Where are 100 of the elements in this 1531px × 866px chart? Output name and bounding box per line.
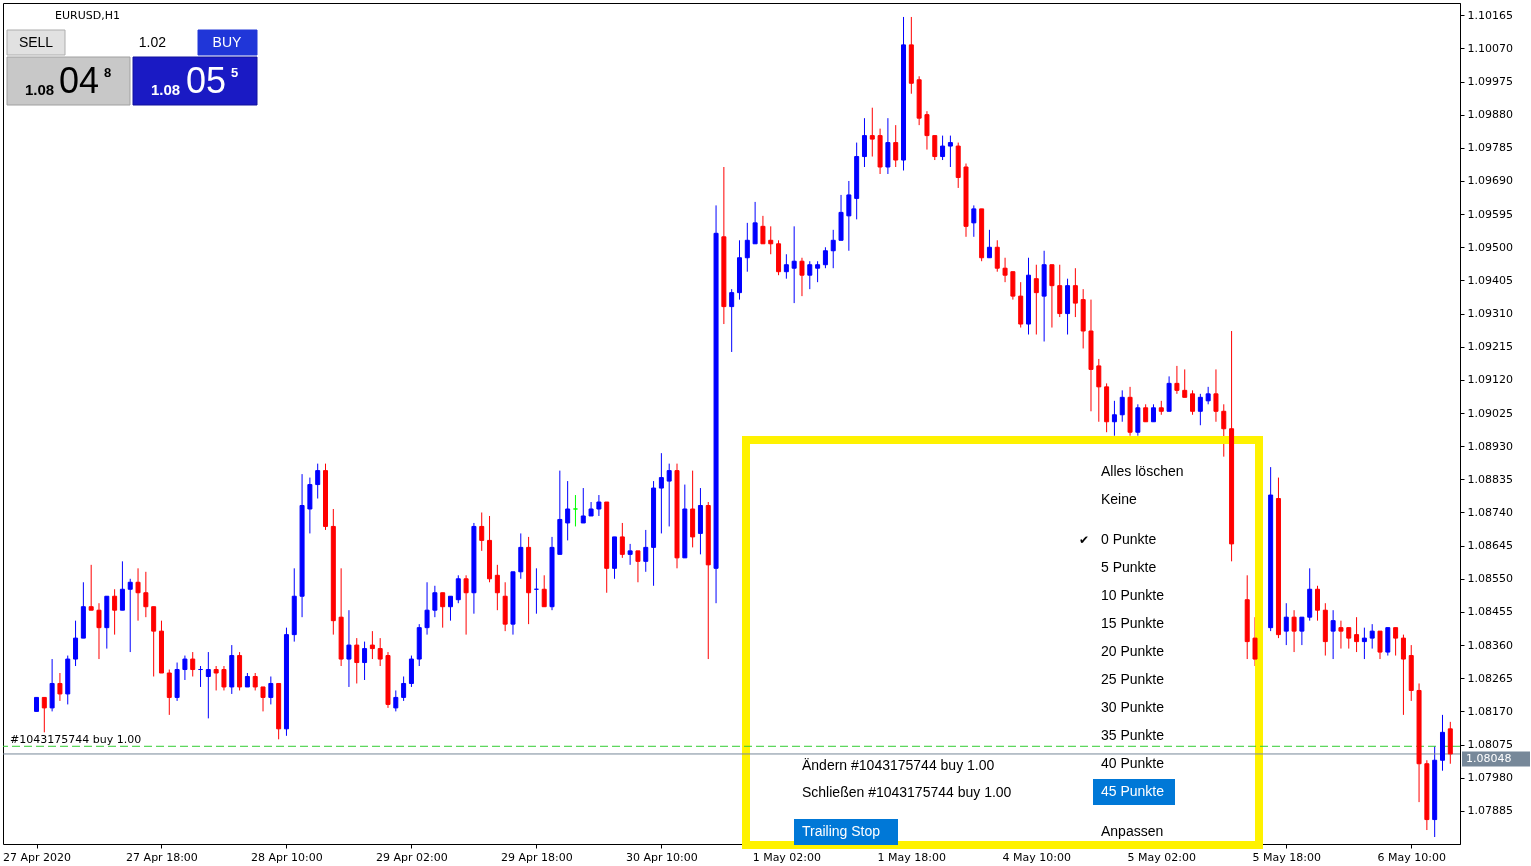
candlestick xyxy=(1361,627,1367,660)
candlestick xyxy=(1299,616,1305,646)
candlestick xyxy=(1377,630,1383,660)
candlestick xyxy=(1346,627,1352,650)
candlestick xyxy=(346,609,352,688)
annotation: Alles löschen xyxy=(1101,463,1184,479)
annotation: 15 Punkte xyxy=(1101,615,1165,631)
annotation: 40 Punkte xyxy=(1101,755,1165,771)
candlestick xyxy=(135,567,141,622)
y-tick-label: 1.09405 xyxy=(1467,273,1513,287)
candlestick xyxy=(190,651,196,677)
candlestick xyxy=(822,246,828,269)
candlestick xyxy=(541,574,547,608)
candlestick xyxy=(893,124,899,168)
candlestick xyxy=(213,665,219,691)
annotation: 1.08 xyxy=(151,81,181,98)
x-tick-label: 28 Apr 10:00 xyxy=(251,850,323,864)
candlestick xyxy=(377,637,383,667)
annotation: SELL xyxy=(18,34,54,50)
candlestick xyxy=(1315,585,1321,622)
candlestick xyxy=(861,117,867,168)
candlestick xyxy=(791,225,797,304)
annotation: Trailing Stop xyxy=(802,823,881,839)
annotation: ✔ xyxy=(1078,533,1090,547)
annotation: 35 Punkte xyxy=(1101,727,1165,743)
y-tick-label: 1.09975 xyxy=(1467,75,1513,89)
candlestick xyxy=(744,222,750,273)
candlestick xyxy=(1330,609,1336,660)
annotation: 04 xyxy=(59,60,100,101)
x-tick-label: 29 Apr 18:00 xyxy=(501,850,573,864)
y-tick-label: 1.09785 xyxy=(1467,141,1513,155)
candlestick xyxy=(1252,616,1258,667)
candlestick xyxy=(1072,267,1078,318)
x-tick-label: 6 May 10:00 xyxy=(1377,850,1446,864)
candlestick xyxy=(1190,389,1196,416)
annotation: 1.02 xyxy=(138,34,167,50)
annotation: 5 xyxy=(231,65,239,80)
candlestick xyxy=(869,107,875,158)
candlestick xyxy=(112,588,118,636)
candlestick xyxy=(127,578,133,653)
candlestick xyxy=(729,288,735,353)
candlestick xyxy=(221,665,227,691)
candlestick xyxy=(401,676,407,702)
candlestick xyxy=(830,229,836,269)
candlestick xyxy=(627,543,633,566)
y-tick-label: 1.08360 xyxy=(1467,638,1513,652)
candlestick xyxy=(994,239,1000,273)
candlestick xyxy=(596,494,602,517)
candlestick xyxy=(619,522,625,559)
annotation: 05 xyxy=(186,60,227,101)
candlestick xyxy=(768,225,774,255)
x-tick-label: 29 Apr 02:00 xyxy=(376,850,448,864)
candlestick xyxy=(354,637,360,684)
candlestick xyxy=(658,452,664,534)
x-tick-label: 1 May 18:00 xyxy=(877,850,947,864)
candlestick xyxy=(1174,365,1180,395)
candlestick xyxy=(752,201,758,245)
candlestick xyxy=(1119,389,1125,423)
candlestick xyxy=(1283,602,1289,646)
annotation: Ändern #1043175744 buy 1.00 xyxy=(802,757,995,773)
annotation: 30 Punkte xyxy=(1101,699,1165,715)
candlestick xyxy=(986,229,992,259)
annotation: 20 Punkte xyxy=(1101,643,1165,659)
y-tick-label: 1.09880 xyxy=(1467,108,1513,122)
candlestick xyxy=(947,135,953,168)
candlestick xyxy=(494,564,500,611)
y-tick-label: 1.09595 xyxy=(1467,207,1513,221)
y-tick-label: 1.08835 xyxy=(1467,472,1513,486)
candlestick xyxy=(924,110,930,151)
ref-line-label: 1.08048 xyxy=(1466,751,1512,765)
candlestick xyxy=(580,487,586,524)
candlestick xyxy=(182,655,188,681)
candlestick xyxy=(455,574,461,604)
candlestick xyxy=(96,602,102,660)
annotation: Anpassen xyxy=(1101,823,1164,839)
candlestick xyxy=(393,689,399,712)
candlestick xyxy=(362,641,368,681)
y-tick-label: 1.08170 xyxy=(1467,704,1513,718)
candlestick xyxy=(932,135,938,161)
y-tick-label: 1.07885 xyxy=(1467,804,1513,818)
candlestick xyxy=(479,511,485,552)
candlestick xyxy=(57,672,63,702)
candlestick xyxy=(799,257,805,297)
candlestick xyxy=(1338,620,1344,650)
y-tick-label: 1.09500 xyxy=(1467,240,1513,254)
candlestick xyxy=(432,585,438,618)
y-tick-label: 1.08550 xyxy=(1467,572,1513,586)
candlestick xyxy=(1111,400,1117,437)
y-tick-label: 1.09025 xyxy=(1467,406,1513,420)
annotation: 5 Punkte xyxy=(1101,559,1157,575)
candlestick xyxy=(971,204,977,238)
y-tick-label: 1.09120 xyxy=(1467,373,1513,387)
y-tick-label: 1.08265 xyxy=(1467,671,1513,685)
annotation: 8 xyxy=(104,65,112,80)
text: EURUSD,H1 xyxy=(55,9,120,22)
candlestick xyxy=(268,676,274,705)
candlestick xyxy=(1197,393,1203,426)
candlestick xyxy=(260,686,266,712)
candlestick xyxy=(1049,264,1055,329)
candlestick xyxy=(1213,368,1219,423)
